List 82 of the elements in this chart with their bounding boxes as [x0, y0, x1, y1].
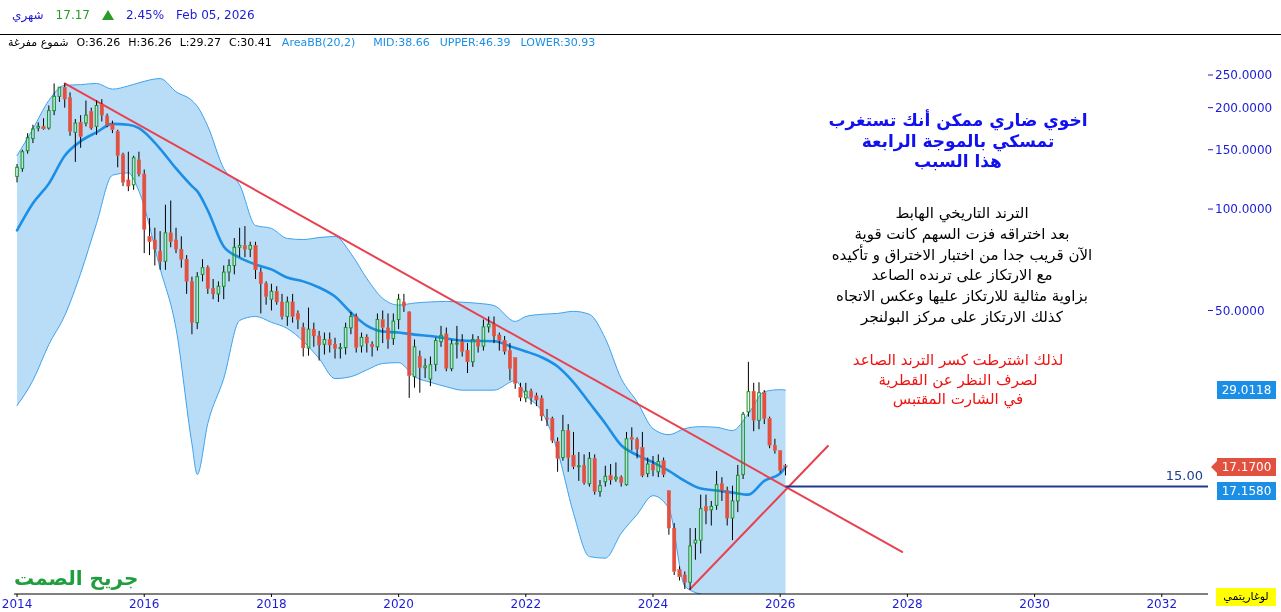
ref-line-label: 15.00 — [1165, 467, 1203, 483]
text: شموع مفرغة — [8, 35, 69, 49]
candlestick — [619, 474, 624, 488]
text: 17.1580 — [1217, 481, 1276, 500]
text: 17.1700 — [1217, 457, 1276, 476]
candlestick — [354, 312, 359, 354]
candlestick — [396, 293, 401, 330]
candlestick — [402, 293, 406, 313]
annotation: هذا السبب — [914, 151, 1002, 172]
annotation: تمسكي بالموجة الرابعة — [861, 130, 1055, 151]
candlestick — [243, 225, 247, 258]
x-tick-label: 2030 — [1019, 596, 1050, 611]
text: 29.0118 — [1217, 381, 1276, 400]
text: 2.45% — [125, 8, 165, 22]
annotation: جريح الصمت — [14, 566, 139, 590]
candlestick — [158, 230, 163, 271]
candlestick — [603, 465, 608, 488]
x-tick-label: 2022 — [510, 596, 542, 611]
x-tick-label: 2026 — [764, 596, 796, 611]
annotation: كذلك الارتكاز على مركز البولنجر — [859, 307, 1064, 328]
candlestick — [730, 485, 735, 541]
candlestick — [751, 382, 756, 432]
x-tick-label: 2016 — [128, 596, 160, 611]
candlestick — [370, 340, 375, 358]
text: L:29.27 — [179, 35, 221, 49]
candlestick — [614, 461, 618, 483]
candlestick — [741, 411, 745, 480]
candlestick — [577, 451, 581, 482]
text: H:36.26 — [128, 35, 172, 49]
candlestick — [698, 494, 703, 554]
text: 17.17 — [55, 8, 90, 22]
candlestick — [656, 453, 661, 478]
annotation: لصرف النظر عن القطرية — [877, 370, 1039, 390]
text: AreaBB(20,2) — [281, 35, 356, 49]
text: Feb 05, 2026 — [176, 8, 255, 22]
text: شهري — [12, 8, 44, 22]
annotation: اخوي ضاري ممكن أنك تستغرب — [827, 110, 1089, 131]
text: LOWER:30.93 — [520, 35, 596, 49]
y-tick-label: 50.0000 — [1215, 303, 1265, 318]
x-tick-label: 2020 — [383, 596, 414, 611]
annotation: في الشارت المقتبس — [891, 390, 1025, 410]
line-series — [16, 78, 786, 436]
text: لوغاريتمي — [1216, 588, 1276, 606]
candlestick — [736, 464, 740, 513]
y-tick-label: 250.0000 — [1215, 68, 1273, 83]
candlestick — [476, 335, 481, 354]
annotation: الترند التاريخي الهابط — [894, 203, 1030, 224]
candlestick — [592, 453, 597, 496]
candlestick — [688, 527, 692, 591]
annotation: بعد اختراقه فزت السهم كانت قوية — [853, 223, 1071, 244]
candlestick — [78, 114, 83, 149]
text: UPPER:46.39 — [439, 35, 511, 49]
candlestick — [375, 312, 380, 352]
text: MID:38.66 — [373, 35, 430, 49]
y-tick-label: 200.0000 — [1215, 100, 1273, 115]
candlestick — [598, 479, 602, 498]
candlestick — [561, 414, 565, 462]
candlestick — [651, 455, 655, 477]
x-tick-label: 2032 — [1146, 596, 1178, 611]
candlestick — [237, 227, 242, 258]
x-tick-label: 2028 — [892, 596, 923, 611]
candlestick — [587, 451, 592, 488]
candlestick — [757, 381, 761, 430]
text: O:36.26 — [76, 35, 121, 49]
candlestick — [555, 436, 560, 473]
y-tick-label: 100.0000 — [1215, 202, 1273, 217]
candlestick — [704, 494, 708, 525]
x-tick-label: 2024 — [637, 596, 669, 611]
candlestick — [471, 333, 475, 368]
x-tick-label: 2018 — [256, 596, 287, 611]
annotation: الآن قريب جدا من اختبار الاختراق و تأكيده — [830, 244, 1094, 266]
candlestick — [693, 527, 698, 561]
candlestick — [338, 342, 343, 360]
annotation: بزاوية مثالية للارتكاز عليها وعكس الاتجاه — [835, 286, 1089, 307]
text: C:30.41 — [228, 35, 272, 49]
candlestick — [709, 500, 714, 526]
y-tick-label: 150.0000 — [1215, 143, 1273, 157]
annotation: لذلك اشترطت كسر الترند الصاعد — [851, 351, 1065, 371]
annotation: مع الارتكاز على ترنده الصاعد — [870, 265, 1054, 287]
candlestick — [84, 100, 88, 127]
x-tick-label: 2014 — [1, 596, 33, 611]
candlestick — [582, 453, 586, 486]
